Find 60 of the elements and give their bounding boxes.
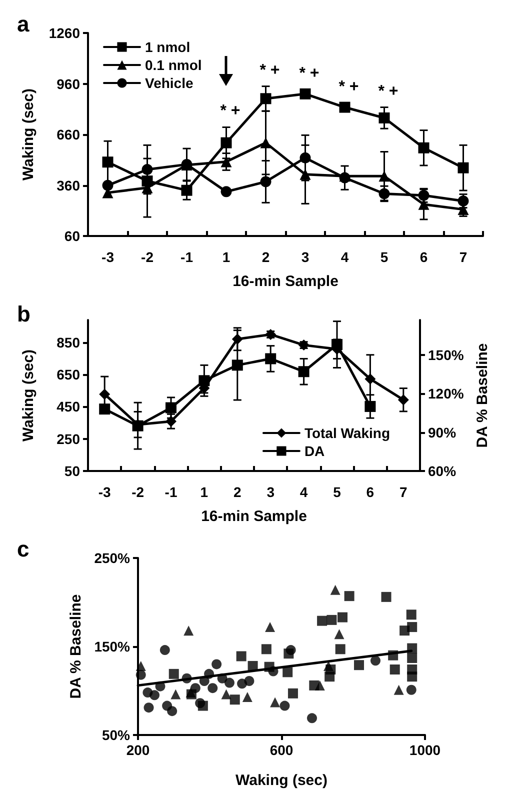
x-tick-label: 1 (200, 484, 208, 500)
annotation: * + (338, 78, 359, 96)
x-tick-label: -2 (132, 484, 144, 500)
x-tick-label: 2 (262, 249, 270, 265)
x-tick-label: -1 (164, 484, 178, 500)
y-tick-label: 660 (56, 126, 80, 142)
x-tick-label: 4 (340, 249, 349, 265)
y2-tick-label: 90% (428, 424, 457, 440)
y-tick-label: 650 (56, 366, 80, 383)
chart-title: c (17, 536, 30, 562)
x-tick-label: 7 (459, 249, 468, 265)
y2-tick-label: 120% (428, 386, 464, 402)
y-tick-label: 50% (102, 727, 131, 743)
x-tick-label: 2 (234, 484, 242, 500)
y-tick-label: 360 (56, 177, 80, 194)
y-tick-label: 150% (94, 638, 131, 654)
chart-title: b (17, 302, 30, 326)
x-axis-title: 16-min Sample (232, 273, 338, 290)
annotation: * + (378, 82, 398, 100)
annotation: * + (299, 65, 320, 82)
y-tick-label: 450 (56, 398, 80, 415)
annotation: * + (260, 62, 280, 79)
y-tick-label: 850 (56, 334, 80, 350)
y2-axis-title: DA % Baseline (474, 343, 491, 448)
x-tick-label: 1000 (409, 742, 441, 758)
legend-label: DA (304, 443, 325, 459)
x-axis-title: 16-min Sample (201, 508, 307, 525)
chart-title: a (17, 12, 30, 36)
x-tick-label: -2 (141, 249, 154, 265)
y-tick-label: 250% (94, 550, 131, 566)
legend-label: 1 nmol (145, 39, 190, 55)
x-tick-label: 7 (400, 484, 408, 500)
legend-label: Vehicle (145, 75, 194, 91)
x-tick-label: 4 (300, 484, 308, 500)
legend-label: Total Waking (304, 425, 390, 441)
x-tick-label: 600 (270, 742, 294, 758)
y-axis-title: DA % Baseline (67, 594, 84, 699)
x-tick-label: 6 (420, 249, 428, 265)
x-tick-label: 200 (126, 742, 150, 758)
x-tick-label: 1 (222, 249, 230, 265)
x-axis-title: Waking (sec) (236, 772, 328, 789)
y2-tick-label: 60% (428, 463, 457, 479)
y2-tick-label: 150% (428, 346, 464, 363)
y-tick-label: 60 (64, 228, 80, 244)
y-axis-title: Waking (sec) (20, 350, 37, 442)
annotation: * + (220, 102, 240, 120)
x-tick-label: 6 (366, 484, 374, 500)
x-tick-label: -3 (98, 484, 112, 500)
legend-label: 0.1 nmol (145, 57, 202, 73)
x-tick-label: -3 (102, 249, 114, 265)
x-tick-label: 5 (380, 249, 388, 265)
y-axis-title: Waking (sec) (20, 88, 37, 180)
x-tick-label: 3 (301, 249, 310, 265)
y-tick-label: 250 (56, 430, 80, 447)
y-tick-label: 50 (64, 463, 80, 479)
x-tick-label: 3 (266, 484, 275, 500)
y-tick-label: 1260 (48, 25, 80, 41)
x-tick-label: 5 (333, 484, 342, 500)
x-tick-label: -1 (180, 249, 194, 265)
y-tick-label: 960 (56, 76, 80, 92)
